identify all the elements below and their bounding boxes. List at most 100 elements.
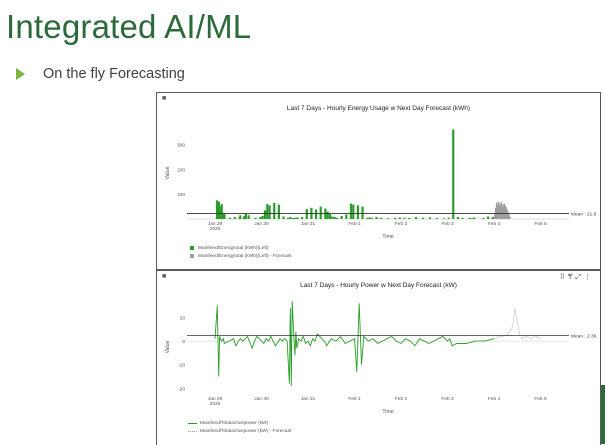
power-chart-title: Last 7 Days - Hourly Power w Next Day Fo… xyxy=(300,282,457,289)
x-tick-label: Jan 29 xyxy=(208,396,223,402)
energy-bar xyxy=(268,205,271,219)
energy-bar xyxy=(244,213,247,219)
forecast-bar xyxy=(501,204,504,219)
legend-label: Mainfeed/Energytotal (kWh)(Left) - Forec… xyxy=(198,253,292,259)
energy-bar xyxy=(349,203,353,219)
y-tick-label: -10 xyxy=(178,363,185,369)
legend-line-dotted xyxy=(188,430,197,432)
more-icon[interactable]: ⋮ xyxy=(584,274,594,281)
energy-bar xyxy=(447,217,450,219)
energy-bar xyxy=(273,202,276,219)
energy-chart-panel[interactable]: ■ Last 7 Days - Hourly Energy Usage w Ne… xyxy=(156,92,601,270)
energy-bar xyxy=(314,209,318,219)
energy-bar xyxy=(233,217,236,219)
x-tick-label: 2025 xyxy=(210,226,221,232)
energy-bar xyxy=(263,210,267,219)
power-chart-panel[interactable]: ■ ⠿₸⤢⋮ Last 7 Days - Hourly Power w Next… xyxy=(156,270,601,445)
slide-accent-bar xyxy=(601,385,605,444)
forecast-bar xyxy=(506,209,508,219)
mean-label: Mean : 21.8 xyxy=(571,212,597,218)
legend-item-energy[interactable]: Mainfeed/Energytotal (kWh)(Left) xyxy=(190,244,292,252)
legend-item-power[interactable]: Mainfeed/Totalactivepower (kW) xyxy=(188,419,291,427)
energy-bar xyxy=(305,209,308,219)
x-tick-label: Feb 2 xyxy=(395,221,408,227)
energy-bar xyxy=(228,217,232,219)
energy-bar xyxy=(340,216,343,219)
energy-bar xyxy=(221,212,224,219)
energy-bar xyxy=(287,217,290,219)
x-tick-label: Feb 3 xyxy=(441,396,454,402)
energy-bar xyxy=(277,204,280,219)
x-tick-label: Feb 5 xyxy=(534,221,547,227)
x-tick-label: Jan 31 xyxy=(301,221,316,227)
forecast-bar xyxy=(500,202,503,219)
y-axis-label: Value xyxy=(165,340,171,353)
x-tick-label: Feb 1 xyxy=(348,396,361,402)
energy-bar xyxy=(468,217,471,219)
energy-bar xyxy=(361,206,364,219)
energy-bar xyxy=(301,217,304,219)
chart-toolbar[interactable]: ⠿₸⤢⋮ xyxy=(560,273,594,282)
energy-bar xyxy=(470,218,473,219)
legend-label: Mainfeed/Totalactivepower (kW) xyxy=(200,420,269,426)
slide-title: Integrated AI/ML xyxy=(6,8,252,45)
drag-handle-icon[interactable]: ■ xyxy=(162,95,167,102)
energy-bar xyxy=(291,218,294,219)
energy-bar xyxy=(473,217,476,219)
x-tick-label: Feb 1 xyxy=(348,221,361,227)
energy-bar xyxy=(461,218,464,219)
forecast-bar xyxy=(497,201,500,219)
energy-bar xyxy=(326,211,329,219)
mean-label: Mean : 2.36 xyxy=(571,334,597,340)
energy-bar xyxy=(403,217,406,219)
energy-bar xyxy=(220,204,223,219)
energy-bar xyxy=(289,217,292,219)
energy-bar xyxy=(328,214,332,219)
grid-icon[interactable]: ⠿ xyxy=(559,274,568,281)
bullet-item: On the fly Forecasting xyxy=(16,66,185,82)
energy-bar xyxy=(428,217,432,219)
energy-chart-title: Last 7 Days - Hourly Energy Usage w Next… xyxy=(286,105,471,112)
drag-handle-icon[interactable]: ■ xyxy=(162,273,167,280)
energy-bar xyxy=(352,204,355,219)
energy-bar xyxy=(259,217,262,219)
energy-bar xyxy=(345,214,348,219)
y-axis-label: Value xyxy=(165,166,171,179)
energy-bar xyxy=(456,217,459,219)
energy-bar xyxy=(394,218,397,219)
power-legend[interactable]: Mainfeed/Totalactivepower (kW) Mainfeed/… xyxy=(188,419,291,435)
legend-label: Mainfeed/Totalactivepower (kW) - Forecas… xyxy=(200,428,292,434)
x-tick-label: Feb 4 xyxy=(488,221,501,227)
energy-bar xyxy=(421,217,425,219)
x-tick-label: Jan 30 xyxy=(254,221,269,227)
forecast-series-line xyxy=(493,308,541,340)
energy-bar xyxy=(380,217,383,219)
energy-bar xyxy=(294,217,297,219)
energy-legend[interactable]: Mainfeed/Energytotal (kWh)(Left) Mainfee… xyxy=(190,244,292,260)
expand-icon[interactable]: ⤢ xyxy=(575,274,584,281)
pin-icon[interactable]: ₸ xyxy=(567,274,576,281)
legend-swatch-green xyxy=(190,246,194,250)
legend-item-power-forecast[interactable]: Mainfeed/Totalactivepower (kW) - Forecas… xyxy=(188,427,291,435)
energy-bar xyxy=(491,217,494,219)
power-series-line xyxy=(214,300,495,386)
energy-bar xyxy=(435,218,439,219)
energy-bar xyxy=(442,218,446,219)
x-tick-label: Feb 3 xyxy=(441,221,454,227)
y-tick-label: 10 xyxy=(180,316,186,322)
energy-bar xyxy=(261,216,264,219)
energy-bar xyxy=(296,217,299,219)
energy-bar xyxy=(247,215,250,219)
energy-bar xyxy=(223,214,226,219)
legend-item-energy-forecast[interactable]: Mainfeed/Energytotal (kWh)(Left) - Forec… xyxy=(190,252,292,260)
energy-bar xyxy=(414,217,418,219)
energy-bar xyxy=(239,215,242,219)
energy-bar xyxy=(407,218,411,219)
bullet-arrow-icon xyxy=(16,68,25,80)
energy-bar xyxy=(482,218,485,219)
forecast-bar xyxy=(503,203,505,219)
x-tick-label: Jan 29 xyxy=(208,221,223,227)
energy-bar xyxy=(333,217,336,219)
